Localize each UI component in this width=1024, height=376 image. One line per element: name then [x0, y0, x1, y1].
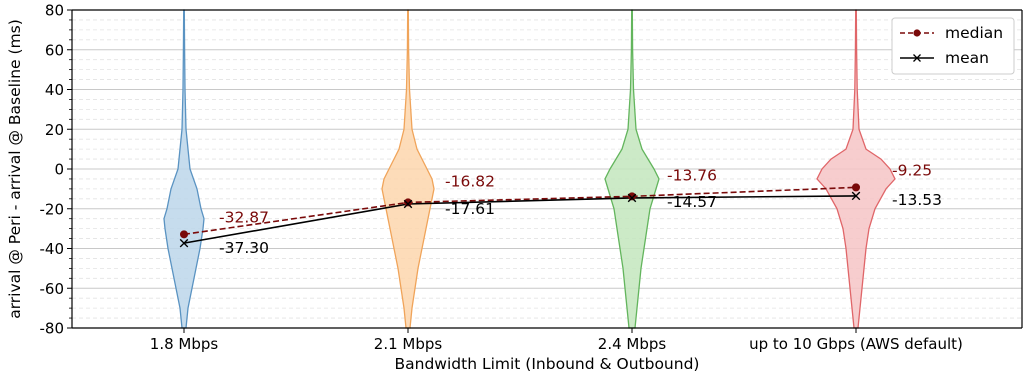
y-tick-label: 60 — [45, 41, 64, 59]
median-data-label: -16.82 — [445, 172, 495, 190]
mean-point — [179, 238, 189, 248]
median-data-label: -32.87 — [219, 208, 269, 226]
x-tick-label: 1.8 Mbps — [150, 335, 219, 353]
median-data-label: -13.76 — [667, 166, 717, 184]
x-tick-label: 2.1 Mbps — [374, 335, 443, 353]
legend-box — [891, 17, 1015, 75]
mean-data-label: -13.53 — [892, 191, 942, 209]
legend-median-marker — [913, 29, 921, 37]
median-line — [183, 186, 857, 236]
median-point — [628, 192, 636, 201]
mean-point — [403, 199, 413, 209]
legend-mean-label: mean — [945, 49, 989, 67]
legend-median-label: median — [945, 24, 1003, 42]
x-tick-label: up to 10 Gbps (AWS default) — [749, 335, 963, 353]
legend-mean-marker — [913, 54, 921, 62]
series-lines-layer — [179, 183, 861, 248]
data-labels-layer: -32.87 -16.82 -13.76 -9.25 -37.30 -17.61 -14.5… — [219, 161, 942, 257]
mean-data-label: -17.61 — [445, 200, 495, 218]
legend: median mean — [891, 17, 1015, 75]
axes-layer: -80 -60 -40 -20 0 20 40 60 80 1.8 Mbps 2.1 Mbps 2.4… — [40, 2, 1023, 353]
mean-data-label: -37.30 — [219, 239, 269, 257]
y-tick-label: 40 — [45, 81, 64, 99]
mean-line — [183, 195, 857, 244]
median-point — [852, 183, 860, 192]
x-tick-label: 2.4 Mbps — [598, 335, 667, 353]
mean-data-label: -14.57 — [667, 193, 717, 211]
y-tick-label: 20 — [45, 121, 64, 139]
median-point — [180, 230, 188, 239]
mean-point — [627, 193, 637, 203]
y-tick-label: -20 — [40, 200, 65, 218]
y-axis-title: arrival @ Peri - arrival @ Baseline (ms) — [6, 19, 24, 319]
mean-point — [851, 191, 861, 201]
y-tick-label: 0 — [54, 161, 64, 179]
y-tick-label: -40 — [40, 240, 65, 258]
median-point — [404, 198, 412, 207]
median-data-label: -9.25 — [892, 161, 932, 179]
y-tick-label: -80 — [40, 320, 65, 338]
x-axis-title: Bandwidth Limit (Inbound & Outbound) — [395, 355, 700, 373]
y-tick-label: 80 — [45, 2, 64, 20]
y-tick-label: -60 — [40, 280, 65, 298]
